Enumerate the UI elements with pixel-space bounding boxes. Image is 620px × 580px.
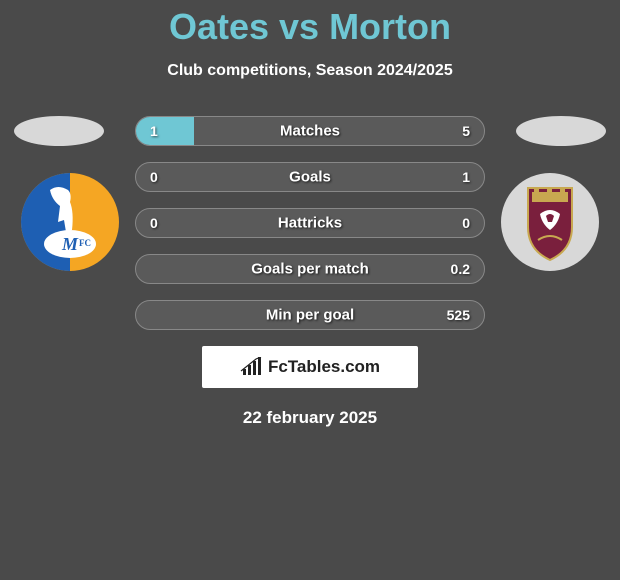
attribution-box[interactable]: FcTables.com <box>202 346 418 388</box>
stat-right-value: 1 <box>462 169 470 185</box>
stat-row-hattricks: 0 Hattricks 0 <box>135 208 485 238</box>
content-area: M FC 1 Matches 5 0 Goals 1 <box>0 116 620 428</box>
stat-left-value: 1 <box>150 123 158 139</box>
mansfield-badge-icon: M FC <box>20 172 120 272</box>
stat-right-value: 0.2 <box>451 261 470 277</box>
svg-text:FC: FC <box>79 238 91 248</box>
stat-right-value: 525 <box>447 307 470 323</box>
stat-left-value: 0 <box>150 169 158 185</box>
comparison-date: 22 february 2025 <box>0 408 620 428</box>
northampton-badge-icon <box>500 172 600 272</box>
season-subtitle: Club competitions, Season 2024/2025 <box>0 62 620 80</box>
attribution-text: FcTables.com <box>268 357 380 377</box>
bar-fill-left <box>136 117 194 145</box>
stat-row-matches: 1 Matches 5 <box>135 116 485 146</box>
player-photo-left <box>14 116 104 146</box>
player-photo-right <box>516 116 606 146</box>
stat-label: Goals <box>289 169 331 186</box>
stat-label: Matches <box>280 123 340 140</box>
stat-label: Min per goal <box>266 307 354 324</box>
stat-right-value: 5 <box>462 123 470 139</box>
stats-bars: 1 Matches 5 0 Goals 1 0 Hattricks 0 Goal… <box>135 116 485 330</box>
stat-row-gpm: Goals per match 0.2 <box>135 254 485 284</box>
club-badge-left: M FC <box>20 172 120 272</box>
stat-row-mpg: Min per goal 525 <box>135 300 485 330</box>
stat-label: Goals per match <box>251 261 369 278</box>
stat-row-goals: 0 Goals 1 <box>135 162 485 192</box>
stat-label: Hattricks <box>278 215 342 232</box>
stat-right-value: 0 <box>462 215 470 231</box>
bar-chart-icon <box>240 357 264 377</box>
club-badge-right <box>500 172 600 272</box>
stat-left-value: 0 <box>150 215 158 231</box>
svg-text:M: M <box>61 234 79 254</box>
comparison-title: Oates vs Morton <box>0 0 620 48</box>
